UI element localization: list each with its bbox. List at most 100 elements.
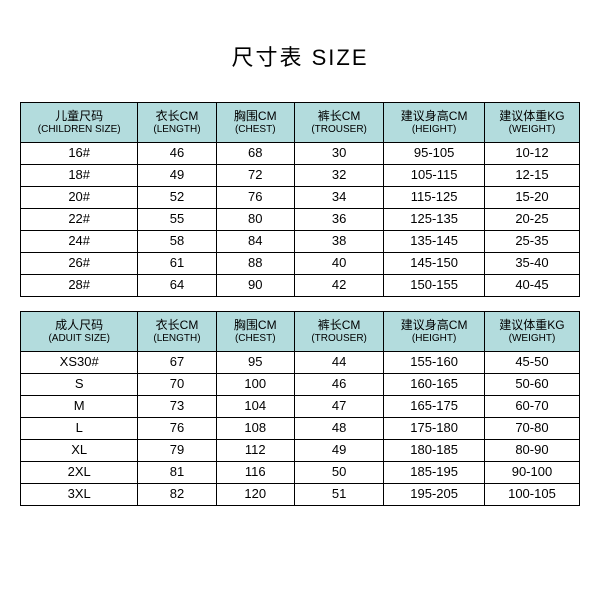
- table-cell: 40-45: [484, 275, 579, 297]
- table-cell: 70: [138, 374, 216, 396]
- table-cell: 175-180: [384, 418, 485, 440]
- table-cell: 100: [216, 374, 294, 396]
- table-cell: XS30#: [21, 352, 138, 374]
- table-row: M7310447165-17560-70: [21, 396, 580, 418]
- table-cell: 46: [294, 374, 383, 396]
- table-cell: 105-115: [384, 165, 485, 187]
- table-cell: 32: [294, 165, 383, 187]
- hdr-label: 建议身高CM: [386, 109, 482, 124]
- table-cell: 95-105: [384, 143, 485, 165]
- table-cell: 80: [216, 209, 294, 231]
- hdr-label: 成人尺码: [23, 318, 135, 333]
- table-cell: 50-60: [484, 374, 579, 396]
- table-cell: 46: [138, 143, 216, 165]
- col-length: 衣长CM(LENGTH): [138, 103, 216, 143]
- table-cell: 79: [138, 440, 216, 462]
- table-cell: 48: [294, 418, 383, 440]
- table-row: L7610848175-18070-80: [21, 418, 580, 440]
- table-cell: 34: [294, 187, 383, 209]
- hdr-sublabel: (WEIGHT): [487, 333, 577, 346]
- table-cell: 16#: [21, 143, 138, 165]
- table-cell: 45-50: [484, 352, 579, 374]
- table-cell: 68: [216, 143, 294, 165]
- table-cell: 116: [216, 462, 294, 484]
- hdr-sublabel: (CHEST): [219, 124, 292, 137]
- col-chest: 胸围CM(CHEST): [216, 103, 294, 143]
- table-cell: 160-165: [384, 374, 485, 396]
- col-weight: 建议体重KG(WEIGHT): [484, 312, 579, 352]
- table-cell: XL: [21, 440, 138, 462]
- hdr-sublabel: (TROUSER): [297, 124, 381, 137]
- col-size: 成人尺码(ADUIT SIZE): [21, 312, 138, 352]
- table-cell: 100-105: [484, 484, 579, 506]
- table-cell: 90: [216, 275, 294, 297]
- table-cell: 155-160: [384, 352, 485, 374]
- tables-container: 儿童尺码(CHILDREN SIZE) 衣长CM(LENGTH) 胸围CM(CH…: [20, 102, 580, 520]
- table-cell: 185-195: [384, 462, 485, 484]
- hdr-label: 建议体重KG: [487, 109, 577, 124]
- table-cell: 135-145: [384, 231, 485, 253]
- children-header-row: 儿童尺码(CHILDREN SIZE) 衣长CM(LENGTH) 胸围CM(CH…: [21, 103, 580, 143]
- table-cell: 52: [138, 187, 216, 209]
- table-cell: 108: [216, 418, 294, 440]
- table-cell: 60-70: [484, 396, 579, 418]
- hdr-label: 建议体重KG: [487, 318, 577, 333]
- table-cell: 40: [294, 253, 383, 275]
- table-cell: L: [21, 418, 138, 440]
- adult-size-table: 成人尺码(ADUIT SIZE) 衣长CM(LENGTH) 胸围CM(CHEST…: [20, 311, 580, 506]
- table-cell: 50: [294, 462, 383, 484]
- table-cell: 25-35: [484, 231, 579, 253]
- hdr-label: 衣长CM: [140, 318, 213, 333]
- table-cell: 42: [294, 275, 383, 297]
- table-cell: 76: [216, 187, 294, 209]
- table-cell: 70-80: [484, 418, 579, 440]
- adult-tbody: XS30#679544155-16045-50S7010046160-16550…: [21, 352, 580, 506]
- hdr-sublabel: (LENGTH): [140, 333, 213, 346]
- hdr-label: 胸围CM: [219, 109, 292, 124]
- table-cell: 61: [138, 253, 216, 275]
- table-row: 28#649042150-15540-45: [21, 275, 580, 297]
- table-row: 20#527634115-12515-20: [21, 187, 580, 209]
- table-row: S7010046160-16550-60: [21, 374, 580, 396]
- table-row: 26#618840145-15035-40: [21, 253, 580, 275]
- table-row: XS30#679544155-16045-50: [21, 352, 580, 374]
- table-cell: 30: [294, 143, 383, 165]
- hdr-sublabel: (HEIGHT): [386, 333, 482, 346]
- table-cell: 35-40: [484, 253, 579, 275]
- col-weight: 建议体重KG(WEIGHT): [484, 103, 579, 143]
- table-cell: 3XL: [21, 484, 138, 506]
- table-cell: 55: [138, 209, 216, 231]
- table-cell: 81: [138, 462, 216, 484]
- table-cell: 120: [216, 484, 294, 506]
- table-cell: 22#: [21, 209, 138, 231]
- table-cell: 73: [138, 396, 216, 418]
- table-cell: 72: [216, 165, 294, 187]
- table-cell: 80-90: [484, 440, 579, 462]
- table-cell: 49: [294, 440, 383, 462]
- table-cell: 150-155: [384, 275, 485, 297]
- hdr-label: 胸围CM: [219, 318, 292, 333]
- table-row: 16#46683095-10510-12: [21, 143, 580, 165]
- col-trouser: 裤长CM(TROUSER): [294, 312, 383, 352]
- col-height: 建议身高CM(HEIGHT): [384, 103, 485, 143]
- col-size: 儿童尺码(CHILDREN SIZE): [21, 103, 138, 143]
- table-cell: 58: [138, 231, 216, 253]
- col-length: 衣长CM(LENGTH): [138, 312, 216, 352]
- table-row: 3XL8212051195-205100-105: [21, 484, 580, 506]
- table-cell: 76: [138, 418, 216, 440]
- children-size-table: 儿童尺码(CHILDREN SIZE) 衣长CM(LENGTH) 胸围CM(CH…: [20, 102, 580, 297]
- hdr-label: 建议身高CM: [386, 318, 482, 333]
- table-row: XL7911249180-18580-90: [21, 440, 580, 462]
- table-cell: 12-15: [484, 165, 579, 187]
- table-cell: 49: [138, 165, 216, 187]
- adult-header-row: 成人尺码(ADUIT SIZE) 衣长CM(LENGTH) 胸围CM(CHEST…: [21, 312, 580, 352]
- table-cell: 95: [216, 352, 294, 374]
- table-cell: 82: [138, 484, 216, 506]
- hdr-sublabel: (HEIGHT): [386, 124, 482, 137]
- size-chart-title: 尺寸表 SIZE: [231, 40, 368, 72]
- table-cell: 20-25: [484, 209, 579, 231]
- hdr-sublabel: (CHEST): [219, 333, 292, 346]
- table-cell: M: [21, 396, 138, 418]
- table-cell: 112: [216, 440, 294, 462]
- table-cell: 90-100: [484, 462, 579, 484]
